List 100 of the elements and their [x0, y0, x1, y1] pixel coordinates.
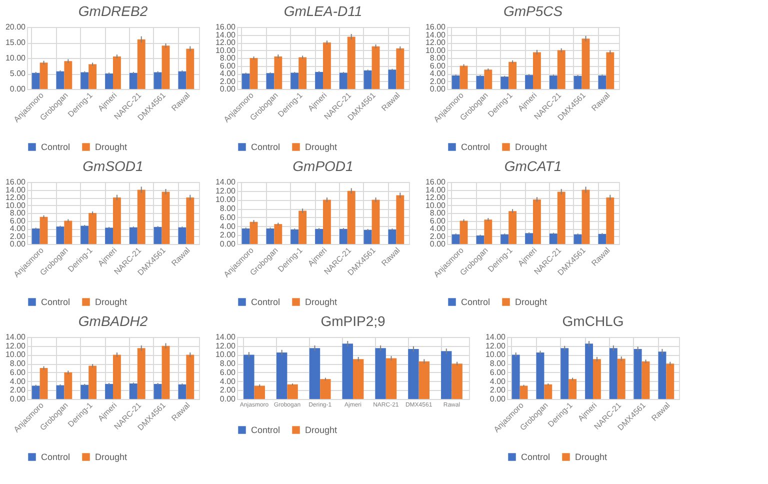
bar [154, 72, 162, 89]
y-tick-label: 14.00 [425, 30, 446, 40]
y-tick-label: 12.00 [215, 341, 236, 350]
bar [582, 190, 590, 244]
y-tick-label: 12.00 [5, 193, 26, 202]
bar [658, 352, 666, 399]
bar [512, 354, 520, 399]
legend-label: Control [461, 297, 490, 307]
bar [266, 228, 274, 244]
bar [339, 72, 348, 89]
bar [105, 74, 113, 89]
y-tick-label: 0.00 [10, 84, 26, 94]
y-tick-label: 2.00 [220, 386, 236, 395]
y-tick-label: 4.00 [430, 69, 446, 78]
bar [242, 228, 250, 244]
bar [254, 386, 265, 399]
legend-label: Drought [575, 452, 608, 462]
bar [137, 348, 146, 399]
chart-title: GmCHLG [562, 313, 624, 329]
bar [56, 71, 64, 89]
y-tick-label: 0.00 [10, 394, 26, 404]
bar [290, 72, 299, 89]
bar [609, 348, 618, 399]
y-tick-label: 10.00 [425, 46, 446, 55]
y-tick-label: 16.00 [5, 178, 26, 186]
bar [64, 372, 72, 399]
y-tick-label: 14.00 [5, 185, 26, 194]
bar [276, 352, 288, 399]
bar [40, 216, 48, 244]
legend-label: Control [251, 297, 280, 307]
y-tick-label: 0.00 [220, 84, 236, 94]
y-tick-label: 14.00 [215, 30, 236, 40]
bar [396, 48, 404, 89]
y-tick-label: 6.00 [490, 368, 506, 377]
legend-label: Control [41, 142, 70, 152]
legend-label: Control [251, 142, 280, 152]
y-tick-label: 8.00 [220, 359, 236, 368]
bar [315, 228, 323, 244]
bar [525, 75, 533, 89]
legend-label: Drought [95, 142, 128, 152]
y-tick-label: 14.00 [215, 332, 236, 342]
chart-title: GmPIP2;9 [320, 313, 386, 329]
bar [250, 58, 258, 89]
y-tick-label: 12.00 [215, 186, 236, 196]
bar [244, 354, 254, 399]
y-tick-label: 4.00 [10, 376, 26, 386]
chart-title: GmBADH2 [78, 313, 148, 329]
y-tick-label: 10.00 [5, 350, 26, 360]
bar [452, 234, 460, 244]
bar [634, 348, 642, 399]
y-tick-label: 6.00 [220, 368, 236, 377]
bar [476, 235, 484, 244]
y-tick-label: 8.00 [220, 54, 236, 62]
legend-label: Control [41, 452, 70, 462]
bar [568, 379, 577, 399]
y-tick-label: 6.00 [220, 61, 236, 70]
legend-label: Drought [515, 297, 548, 307]
bar [347, 36, 356, 89]
bar [544, 384, 552, 399]
bar [242, 74, 250, 89]
bar [80, 226, 89, 244]
chart-title: GmLEA-D11 [284, 3, 362, 19]
bar [56, 385, 64, 399]
chart-title: GmDREB2 [78, 3, 148, 19]
y-tick-label: 2.00 [430, 76, 446, 86]
y-tick-label: 0.00 [430, 240, 446, 248]
bar [315, 72, 323, 89]
legend-label: Control [521, 452, 550, 462]
y-tick-label: 14.00 [425, 185, 446, 194]
y-tick-label: 15.00 [5, 38, 26, 47]
bar [137, 39, 146, 89]
bar [598, 234, 606, 244]
y-tick-label: 16.00 [215, 22, 236, 32]
bar [154, 384, 162, 399]
bar [460, 66, 468, 89]
bar [250, 222, 258, 244]
bar [598, 75, 606, 89]
y-tick-label: 0.00 [430, 84, 446, 94]
y-tick-label: 10.00 [215, 195, 236, 204]
legend-label: Control [251, 425, 280, 435]
bar [56, 226, 64, 244]
bar [666, 364, 674, 399]
bar [549, 75, 558, 89]
y-tick-label: 14.00 [215, 178, 236, 186]
bar [520, 386, 528, 399]
y-tick-label: 4.00 [220, 69, 236, 78]
y-tick-label: 6.00 [10, 216, 26, 226]
y-tick-label: 0.00 [490, 394, 506, 404]
y-tick-label: 14.00 [485, 332, 506, 342]
bar [525, 233, 533, 244]
bar [129, 384, 138, 399]
y-tick-label: 12.00 [425, 193, 446, 202]
bar [88, 366, 97, 399]
y-tick-label: 0.00 [220, 394, 236, 404]
bar [347, 190, 356, 244]
bar [533, 52, 541, 89]
bar [500, 76, 509, 89]
bar [549, 234, 558, 244]
bar [88, 213, 97, 244]
bar [266, 73, 274, 89]
